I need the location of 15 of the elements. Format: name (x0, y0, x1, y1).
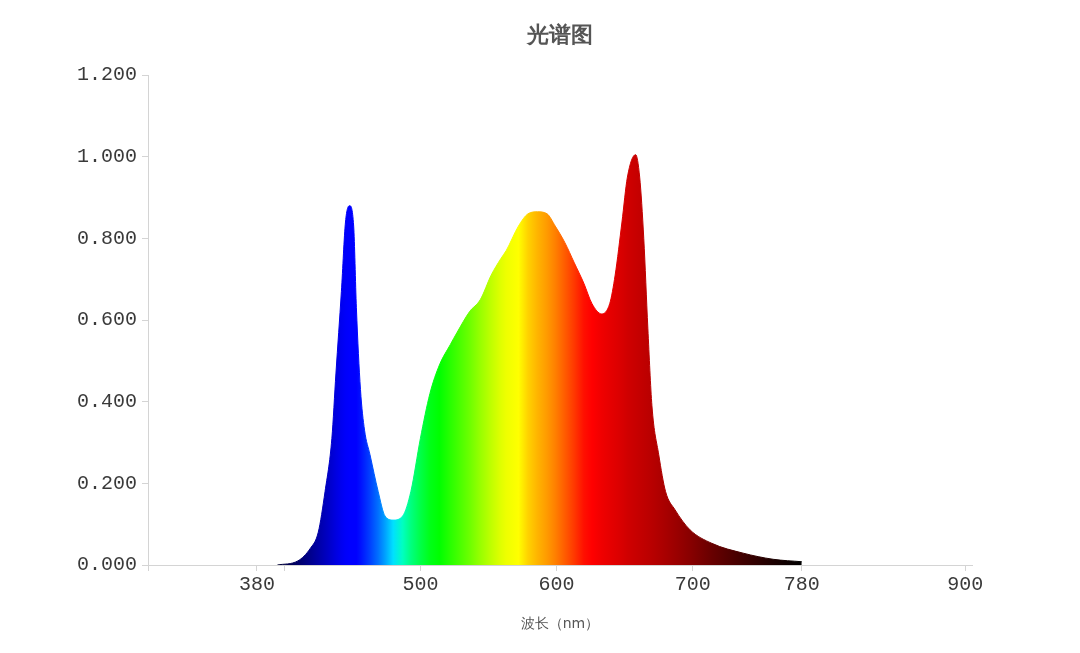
x-tick-label: 780 (783, 573, 820, 597)
chart-title: 光谱图 (526, 21, 593, 47)
x-tick-label: 380 (238, 573, 275, 597)
y-tick-label: 1.000 (76, 144, 137, 168)
y-tick-label: 1.200 (76, 63, 137, 87)
x-tick-label: 600 (538, 573, 575, 597)
x-tick-label: 500 (402, 573, 439, 597)
x-tick-label: 700 (674, 573, 711, 597)
y-tick-label: 0.200 (76, 471, 137, 495)
x-axis-title: 波长（nm） (520, 615, 600, 632)
y-tick-label: 0.600 (76, 308, 137, 332)
x-tick-label: 900 (947, 573, 984, 597)
y-tick-label: 0.000 (76, 553, 137, 577)
y-tick-label: 0.800 (76, 226, 137, 250)
y-tick-label: 0.400 (76, 389, 137, 413)
